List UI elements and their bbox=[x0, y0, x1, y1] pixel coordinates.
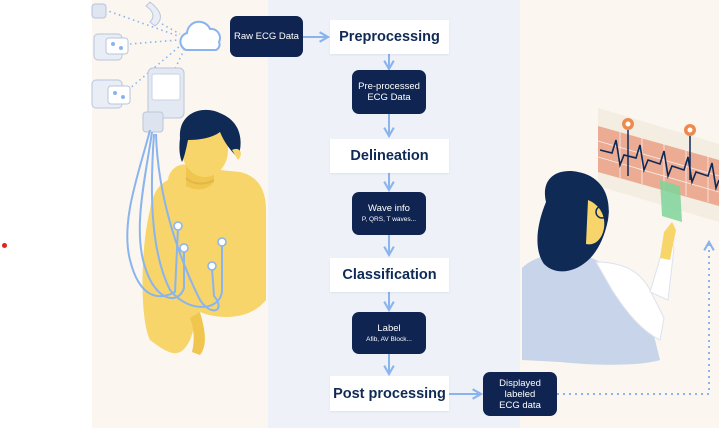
raw-ecg-data-label: Raw ECG Data bbox=[234, 31, 299, 42]
output-data-box: Displayed labeled ECG data bbox=[483, 372, 557, 416]
lead-wires bbox=[126, 129, 223, 312]
step-post-processing-label: Post processing bbox=[333, 385, 446, 402]
step-delineation-label: Delineation bbox=[350, 148, 429, 164]
step-delineation: Delineation bbox=[330, 139, 449, 173]
red-dot-marker bbox=[2, 243, 7, 248]
wave-info-box: Wave info P, QRS, T waves... bbox=[352, 192, 426, 235]
raw-ecg-data-box: Raw ECG Data bbox=[230, 16, 303, 57]
preprocessed-line-2: ECG Data bbox=[367, 92, 411, 103]
step-classification-label: Classification bbox=[342, 267, 437, 283]
output-line-2: labeled bbox=[504, 388, 536, 400]
electrode-icon bbox=[91, 1, 161, 109]
feedback-arrow bbox=[557, 239, 715, 395]
flow-arrows bbox=[303, 31, 484, 400]
label-detail: Afib, AV Block... bbox=[366, 335, 412, 343]
label-title: Label bbox=[377, 322, 401, 334]
label-box: Label Afib, AV Block... bbox=[352, 312, 426, 354]
electrode-pads bbox=[173, 221, 227, 271]
wave-info-detail: P, QRS, T waves... bbox=[361, 216, 417, 223]
wireless-lines bbox=[99, 7, 185, 101]
step-post-processing: Post processing bbox=[330, 376, 449, 411]
wave-info-title: Wave info bbox=[368, 203, 410, 214]
step-preprocessing-label: Preprocessing bbox=[339, 29, 440, 45]
cloud-icon bbox=[179, 20, 221, 51]
preprocessed-data-box: Pre-processed ECG Data bbox=[352, 70, 426, 114]
step-classification: Classification bbox=[330, 258, 449, 292]
output-line-3: ECG data bbox=[499, 399, 541, 411]
doctor-figure bbox=[522, 171, 676, 365]
ecg-device-icon bbox=[142, 67, 185, 133]
output-line-1: Displayed bbox=[499, 377, 541, 389]
patient-figure bbox=[142, 109, 266, 355]
ecg-monitor-icon bbox=[597, 108, 719, 222]
step-preprocessing: Preprocessing bbox=[330, 20, 449, 54]
preprocessed-line-1: Pre-processed bbox=[358, 81, 420, 92]
